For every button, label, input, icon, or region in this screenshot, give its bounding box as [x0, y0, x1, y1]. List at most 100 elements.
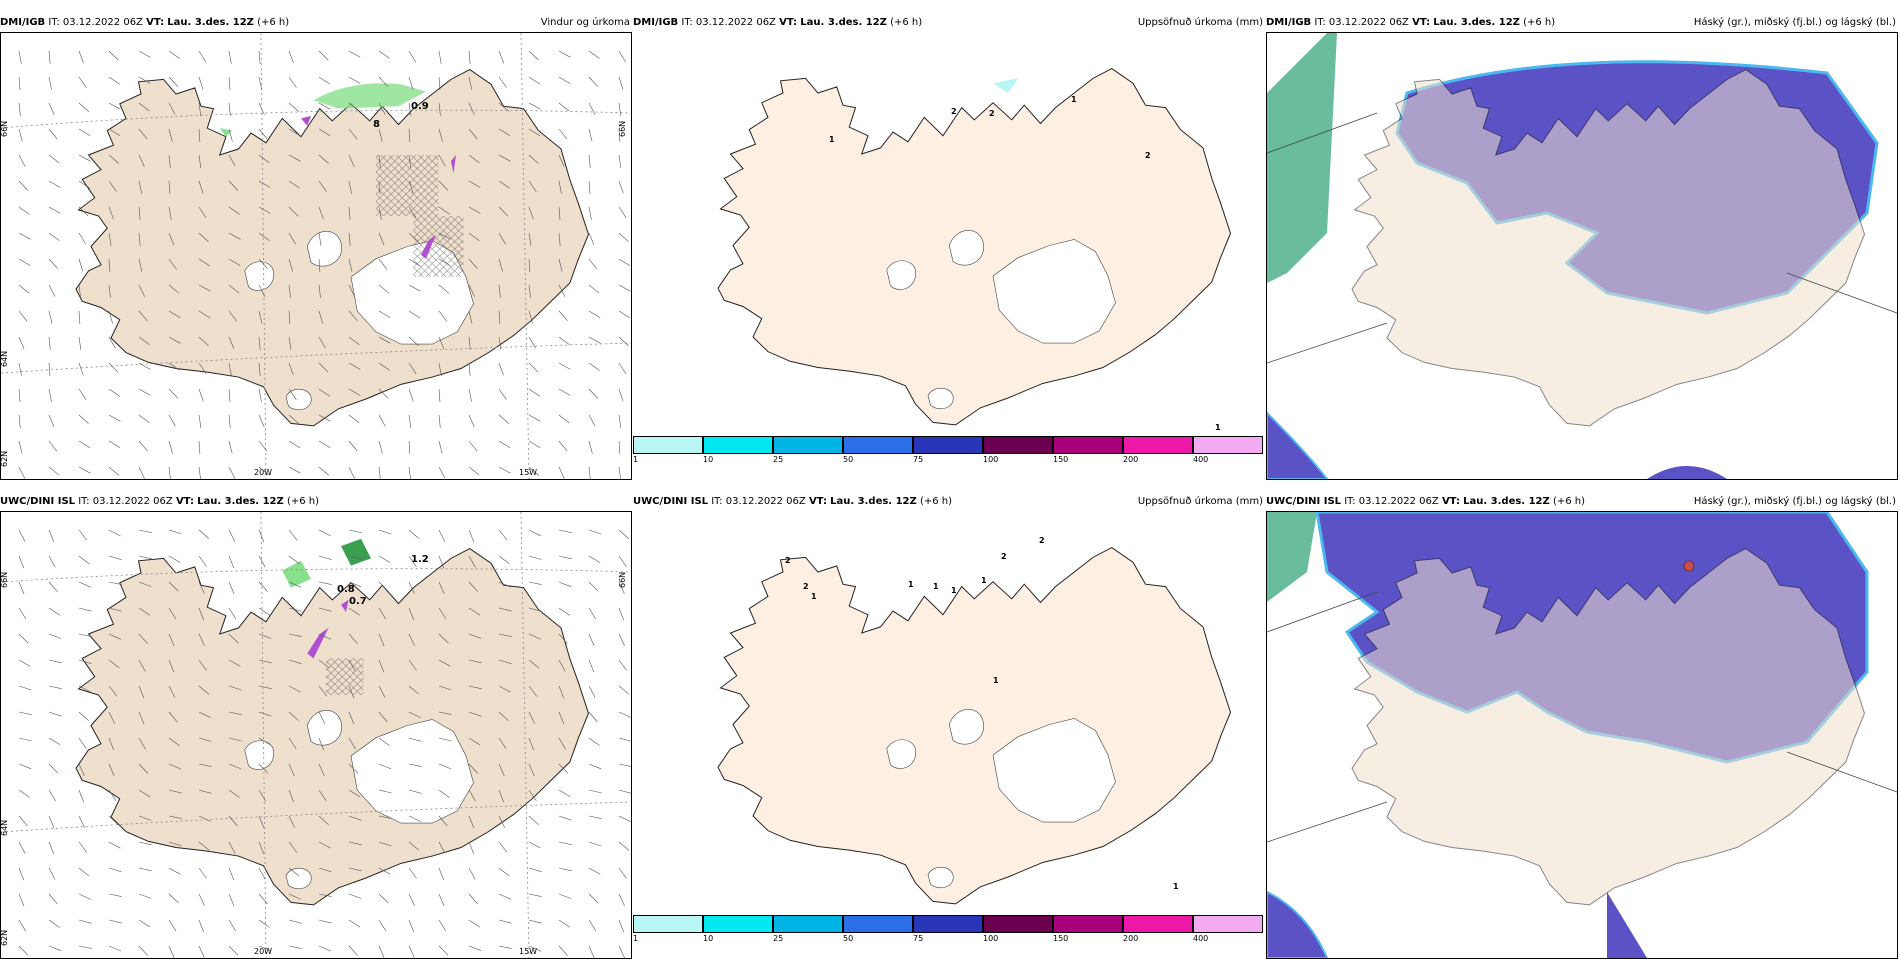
map-wind-dmi[interactable]: 0.9 8 66N 64N 62N 66N 20W 15W: [0, 32, 632, 480]
wind-barb: [258, 737, 271, 746]
wind-barb: [528, 336, 536, 349]
wind-barb: [138, 529, 152, 533]
wind-barb: [408, 154, 412, 168]
wind-barb: [18, 555, 25, 569]
wind-barb: [198, 206, 207, 219]
wind-barb: [288, 919, 302, 924]
wind-barb: [498, 789, 504, 803]
lead-time: (+6 h): [890, 17, 923, 28]
wind-barb: [78, 529, 88, 541]
wind-barb: [438, 633, 449, 644]
wind-barb: [168, 414, 176, 427]
wind-barb: [348, 529, 362, 533]
accum-label: 1: [829, 135, 835, 144]
wind-barb: [168, 362, 180, 371]
map-cloud-uwc[interactable]: [1266, 511, 1898, 959]
wind-barb: [168, 440, 173, 454]
wind-barb: [18, 362, 22, 376]
wind-barb: [108, 815, 119, 826]
wind-barb: [18, 232, 31, 240]
wind-barb: [48, 102, 55, 116]
wind-barb: [378, 414, 386, 427]
map-accum-uwc[interactable]: 2 2 1 1 1 1 1 2 2 1 1: [633, 511, 1265, 919]
wind-barb: [198, 841, 210, 851]
wind-barb: [588, 232, 595, 246]
map-wind-uwc[interactable]: 1.2 0.8 0.7 66N 64N 62N 66N 20W 15W: [0, 511, 632, 959]
panel-title: Háský (gr.), miðský (fj.bl.) og lágský (…: [1693, 496, 1896, 507]
map-cloud-dmi[interactable]: [1266, 32, 1898, 480]
wind-barb: [468, 737, 481, 746]
wind-barb: [48, 466, 60, 476]
wind-barb: [318, 789, 327, 801]
wind-barb: [408, 414, 412, 428]
colorbar-label: 400: [1193, 934, 1209, 943]
wind-barb: [108, 284, 111, 298]
wind-barb: [198, 555, 207, 567]
wind-barb: [48, 154, 60, 164]
wind-barb: [318, 919, 332, 924]
wind-barb: [498, 685, 511, 693]
wind-barb: [228, 102, 231, 116]
wind-barb: [558, 154, 565, 168]
wind-barb: [108, 659, 120, 669]
wind-barb: [588, 919, 597, 932]
wind-barb: [498, 659, 512, 665]
wind-barb: [348, 206, 351, 221]
vt-label: VT:: [1412, 17, 1431, 28]
wind-barb: [48, 841, 55, 855]
wind-barb: [168, 466, 171, 479]
wind-barb: [258, 206, 271, 214]
wind-barb: [18, 466, 26, 479]
wind-barb: [228, 76, 231, 91]
wind-barb: [228, 919, 236, 932]
wind-barb: [288, 440, 301, 449]
wind-barb: [18, 180, 29, 191]
colorbar-label: 400: [1193, 455, 1209, 464]
wind-barb: [618, 128, 621, 143]
wind-barb: [498, 919, 512, 924]
wind-barb: [588, 581, 599, 592]
colorbar-label: 100: [983, 455, 999, 464]
wind-barb: [438, 336, 445, 350]
wind-barb: [108, 414, 121, 422]
wind-barb: [288, 555, 300, 565]
wind-barb: [198, 711, 211, 718]
wind-barb: [288, 180, 300, 189]
vt-value: Lau. 3.des. 12Z: [1433, 17, 1520, 28]
wind-barb: [318, 529, 331, 537]
wind-barb: [408, 284, 421, 292]
wind-barb: [618, 76, 624, 90]
wind-barb: [48, 893, 58, 905]
wind-barb: [198, 867, 207, 879]
wind-barb: [138, 102, 150, 112]
wind-barb: [588, 362, 600, 371]
wind-barb: [438, 466, 446, 479]
wind-barb: [138, 659, 146, 672]
wind-barb: [498, 815, 505, 828]
wind-barb: [408, 50, 417, 63]
vt-value: Lau. 3.des. 12Z: [830, 496, 917, 507]
wind-barb: [78, 685, 91, 693]
lat-label: 66N: [1, 121, 9, 137]
wind-barb: [288, 336, 292, 350]
wind-barb: [168, 555, 181, 563]
wind-barb: [258, 102, 265, 115]
wind-barb: [498, 440, 511, 449]
wind-barb: [528, 919, 542, 924]
wind-barb: [78, 440, 91, 449]
map-accum-dmi[interactable]: 2 2 1 1 2 1: [633, 32, 1265, 440]
wind-barb: [618, 154, 622, 168]
wind-barb: [78, 737, 87, 749]
wind-barb: [258, 867, 266, 880]
wind-barb: [378, 232, 385, 246]
wind-barb: [318, 388, 330, 397]
wind-barb: [528, 180, 537, 192]
wind-barb: [558, 581, 572, 588]
panel-header: DMI/IGB IT: 03.12.2022 06Z VT: Lau. 3.de…: [0, 16, 632, 30]
wind-barb: [588, 310, 601, 318]
wind-barb: [588, 789, 602, 794]
vt-label: VT:: [175, 496, 194, 507]
accum-label: 2: [803, 582, 809, 591]
wind-barb: [378, 206, 382, 220]
vt-value: Lau. 3.des. 12Z: [1463, 496, 1550, 507]
